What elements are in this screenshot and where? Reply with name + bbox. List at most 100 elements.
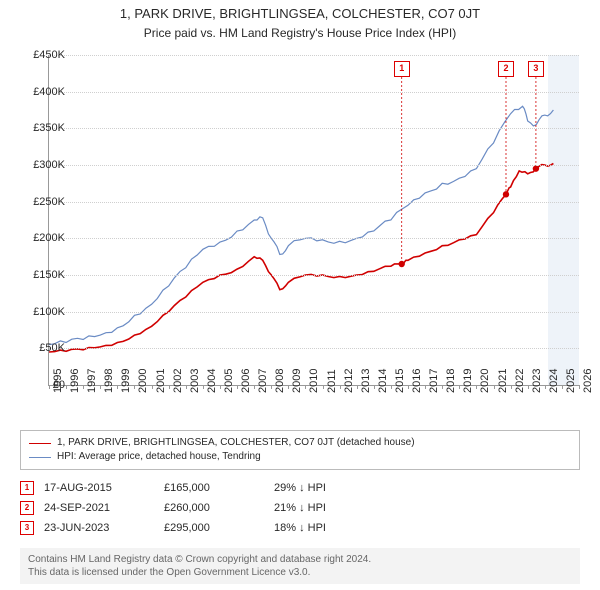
marker-delta: 21% ↓ HPI	[274, 502, 326, 514]
table-row: 2 24-SEP-2021 £260,000 21% ↓ HPI	[20, 498, 580, 518]
gridline	[49, 55, 579, 56]
x-axis-label: 2026	[582, 369, 594, 393]
x-tick	[134, 385, 135, 389]
gridline	[49, 238, 579, 239]
x-tick	[528, 385, 529, 389]
x-tick	[545, 385, 546, 389]
x-tick	[100, 385, 101, 389]
marker-badge: 2	[20, 501, 34, 515]
legend-swatch-hpi	[29, 457, 51, 458]
y-axis-label: £200K	[33, 232, 65, 244]
x-tick	[425, 385, 426, 389]
marker-date: 24-SEP-2021	[44, 502, 154, 514]
y-axis-label: £450K	[33, 49, 65, 61]
x-tick	[254, 385, 255, 389]
x-axis-label: 2024	[548, 369, 560, 393]
x-axis-label: 2019	[462, 369, 474, 393]
gridline	[49, 348, 579, 349]
x-axis-label: 2015	[394, 369, 406, 393]
legend-swatch-paid	[29, 443, 51, 444]
x-axis-label: 1995	[52, 369, 64, 393]
legend-label: HPI: Average price, detached house, Tend…	[57, 450, 261, 464]
x-tick	[357, 385, 358, 389]
marker-dot	[503, 191, 509, 197]
x-axis-label: 1997	[86, 369, 98, 393]
x-tick	[237, 385, 238, 389]
x-axis-label: 2022	[514, 369, 526, 393]
gridline	[49, 92, 579, 93]
x-axis-label: 2011	[326, 369, 338, 393]
x-axis-label: 2004	[206, 369, 218, 393]
x-tick	[203, 385, 204, 389]
marker-table: 117-AUG-2015£165,00029% ↓ HPI224-SEP-202…	[20, 478, 580, 538]
x-axis-label: 2020	[479, 369, 491, 393]
x-axis-label: 1998	[103, 369, 115, 393]
legend-label: 1, PARK DRIVE, BRIGHTLINGSEA, COLCHESTER…	[57, 436, 415, 450]
table-row: 3 23-JUN-2023 £295,000 18% ↓ HPI	[20, 518, 580, 538]
marker-date: 23-JUN-2023	[44, 522, 154, 534]
x-axis-label: 2014	[377, 369, 389, 393]
x-axis-label: 2016	[411, 369, 423, 393]
x-axis-label: 2025	[565, 369, 577, 393]
legend-item: 1, PARK DRIVE, BRIGHTLINGSEA, COLCHESTER…	[29, 436, 571, 450]
marker-price: £260,000	[164, 502, 264, 514]
x-tick	[152, 385, 153, 389]
footer-line: This data is licensed under the Open Gov…	[28, 566, 572, 579]
x-tick	[117, 385, 118, 389]
x-axis-label: 2018	[445, 369, 457, 393]
gridline	[49, 202, 579, 203]
x-tick	[476, 385, 477, 389]
footer: Contains HM Land Registry data © Crown c…	[20, 548, 580, 584]
x-tick	[459, 385, 460, 389]
chart-area: 123	[48, 55, 579, 386]
x-axis-label: 2001	[155, 369, 167, 393]
x-tick	[271, 385, 272, 389]
x-tick	[579, 385, 580, 389]
gridline	[49, 275, 579, 276]
x-axis-label: 2002	[172, 369, 184, 393]
x-axis-label: 2021	[497, 369, 509, 393]
x-tick	[442, 385, 443, 389]
x-axis-label: 2010	[308, 369, 320, 393]
x-tick	[220, 385, 221, 389]
x-tick	[511, 385, 512, 389]
x-axis-label: 1999	[120, 369, 132, 393]
marker-date: 17-AUG-2015	[44, 482, 154, 494]
page-subtitle: Price paid vs. HM Land Registry's House …	[0, 26, 600, 40]
x-axis-label: 2006	[240, 369, 252, 393]
marker-badge: 3	[20, 521, 34, 535]
x-tick	[494, 385, 495, 389]
x-axis-label: 2023	[531, 369, 543, 393]
footer-line: Contains HM Land Registry data © Crown c…	[28, 553, 572, 566]
x-tick	[374, 385, 375, 389]
marker-callout: 1	[394, 61, 410, 77]
marker-delta: 18% ↓ HPI	[274, 522, 326, 534]
page-title: 1, PARK DRIVE, BRIGHTLINGSEA, COLCHESTER…	[0, 6, 600, 21]
marker-delta: 29% ↓ HPI	[274, 482, 326, 494]
x-tick	[49, 385, 50, 389]
x-axis-label: 2007	[257, 369, 269, 393]
x-axis-label: 2013	[360, 369, 372, 393]
x-axis-label: 1996	[69, 369, 81, 393]
x-tick	[305, 385, 306, 389]
x-axis-label: 2017	[428, 369, 440, 393]
x-tick	[391, 385, 392, 389]
y-axis-label: £100K	[33, 306, 65, 318]
x-axis-label: 2005	[223, 369, 235, 393]
x-axis-label: 2000	[137, 369, 149, 393]
marker-price: £295,000	[164, 522, 264, 534]
x-axis-label: 2008	[274, 369, 286, 393]
marker-badge: 1	[20, 481, 34, 495]
series-hpi	[49, 106, 553, 344]
table-row: 117-AUG-2015£165,00029% ↓ HPI	[20, 478, 580, 498]
x-tick	[288, 385, 289, 389]
chart-svg	[49, 55, 579, 385]
x-tick	[83, 385, 84, 389]
y-axis-label: £150K	[33, 269, 65, 281]
x-tick	[66, 385, 67, 389]
x-tick	[323, 385, 324, 389]
x-tick	[169, 385, 170, 389]
x-tick	[562, 385, 563, 389]
x-axis-label: 2012	[343, 369, 355, 393]
marker-callout: 2	[498, 61, 514, 77]
